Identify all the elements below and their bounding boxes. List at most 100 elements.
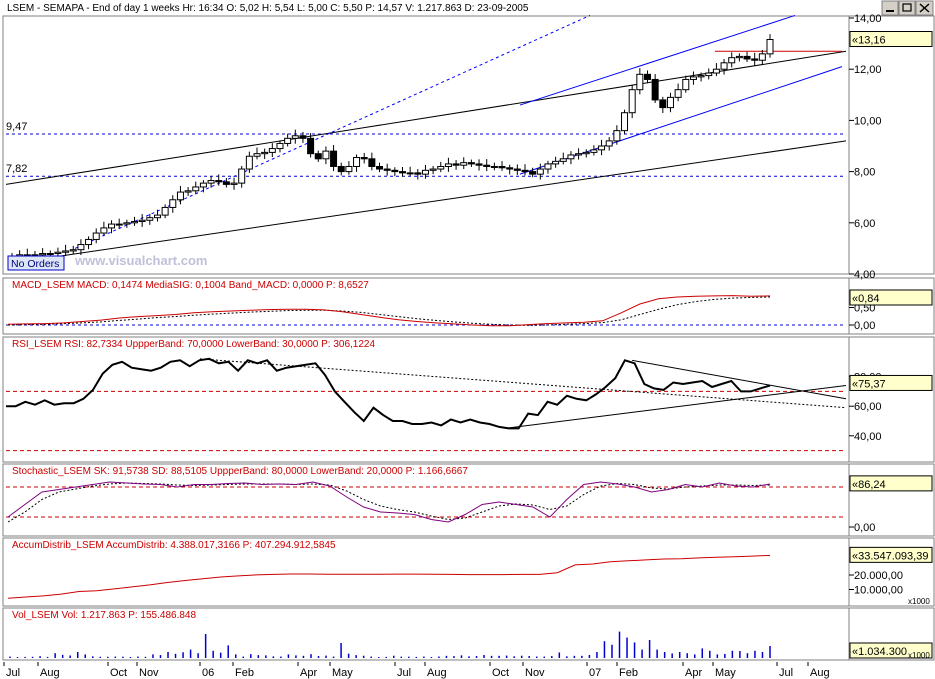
candle-body [161, 206, 169, 216]
candle-body [621, 112, 629, 132]
candle-body [77, 244, 85, 251]
candle-body [376, 165, 384, 170]
stochastic-last-value-box [849, 475, 933, 492]
candlestick-series [8, 34, 774, 262]
x-tick-label: Apr [300, 667, 317, 679]
price-level-lines: 9,47 7,82 [6, 121, 846, 177]
candle-body [529, 171, 537, 175]
maximize-button[interactable] [898, 0, 916, 16]
candle-body [598, 145, 606, 151]
window-controls [881, 0, 934, 16]
candle-body [391, 169, 399, 173]
candle-body [268, 148, 276, 153]
price-tick-label: 4,00 [854, 269, 875, 281]
candle-body [712, 68, 720, 74]
candle-body [276, 142, 284, 150]
macd-frame [2, 277, 935, 335]
price-frame [2, 15, 935, 275]
stochastic-header: Stochastic_LSEM SK: 91,5738 SD: 88,5105 … [12, 466, 468, 477]
candle-body [751, 58, 759, 61]
volume-last-value: «1.034.300 [852, 646, 907, 658]
accum-distrib-panel: AccumDistrib_LSEM AccumDistrib: 4.388.01… [7, 540, 933, 606]
rsi-panel: RSI_LSEM RSI: 82,7334 UppperBand: 70,000… [6, 339, 933, 452]
candle-body [758, 53, 766, 61]
price-y-axis: 14,00 12,00 10,00 8,00 6,00 4,00 «13,16 [849, 13, 933, 281]
macd-last-value: «0,84 [852, 293, 880, 305]
candle-body [131, 221, 139, 224]
panel-frames [2, 15, 935, 661]
candle-body [689, 76, 697, 80]
stochastic-last-value: «86,24 [852, 479, 886, 491]
trendline-lower [59, 140, 847, 257]
candle-body [307, 137, 315, 155]
volume-unit-label: x1000 [908, 651, 930, 660]
candle-body [444, 163, 452, 167]
candle-body [636, 73, 644, 91]
accum-line [7, 554, 771, 599]
x-tick-label: Apr [685, 667, 702, 679]
candle-body [498, 165, 506, 169]
macd-line [7, 295, 771, 327]
price-tick-label: 8,00 [854, 167, 875, 179]
price-last-value-box [849, 31, 933, 48]
accum-unit-label: x1000 [908, 597, 930, 606]
accum-tick-label: 10.000,00 [854, 585, 903, 597]
close-button[interactable] [915, 0, 934, 16]
candle-body [284, 137, 292, 144]
volume-panel: Vol_LSEM Vol: 1.217.863 P: 155.486.848 «1… [9, 610, 933, 660]
price-panel: LSEM - SEMAPA - End of day 1 weeks Hr: 1… [5, 3, 933, 281]
x-tick-label: Oct [492, 667, 509, 679]
candle-body [437, 165, 445, 170]
stochastic-sk-line [7, 481, 771, 523]
candle-body [368, 158, 376, 167]
candle-body [506, 167, 514, 170]
candle-body [383, 168, 391, 171]
accum-frame [2, 537, 935, 607]
price-tick-label: 14,00 [854, 13, 882, 25]
rsi-line [6, 357, 771, 430]
candle-body [39, 253, 47, 256]
candle-body [513, 168, 521, 171]
x-tick-label: May [332, 667, 353, 679]
candle-body [69, 249, 77, 252]
watermark-text: www.visualchart.com [74, 253, 207, 268]
x-tick-label: Feb [235, 667, 254, 679]
x-tick-label: Aug [40, 667, 60, 679]
no-orders-label[interactable]: No Orders [7, 255, 65, 271]
candle-body [398, 171, 406, 174]
candle-body [261, 151, 269, 155]
level-label: 7,82 [6, 163, 27, 175]
time-x-axis: Jul Aug Oct Nov 06 Feb Apr May Jul Aug Oct Nov 07 Feb… [3, 662, 830, 679]
candle-body [253, 153, 261, 157]
candle-body [414, 172, 422, 175]
candle-body [643, 73, 651, 80]
rsi-tick-label: 40,00 [854, 431, 882, 443]
candle-body [421, 169, 429, 175]
x-tick-label: Nov [525, 667, 545, 679]
candle-body [705, 72, 713, 77]
macd-header: MACD_LSEM MACD: 0,1474 MediaSIG: 0,1004 … [12, 280, 369, 291]
candle-body [605, 140, 613, 147]
candle-body [613, 130, 621, 142]
minimize-button[interactable] [881, 0, 899, 16]
candle-body [176, 191, 184, 201]
macd-last-value-box [849, 289, 933, 306]
candle-body [314, 153, 322, 160]
candle-body [108, 223, 116, 229]
candle-body [536, 168, 544, 175]
accum-last-value-box [849, 546, 933, 563]
x-tick-label: Jul [397, 667, 411, 679]
candle-body [123, 222, 131, 225]
candle-body [521, 169, 529, 173]
rsi-frame [2, 336, 935, 463]
rsi-last-value: «75,37 [852, 378, 886, 390]
candle-body [490, 165, 498, 168]
candle-body [138, 219, 146, 223]
candle-body [238, 168, 246, 184]
rsi-trend-up [504, 384, 847, 429]
accum-last-value: «33.547.093,39 [852, 550, 928, 562]
trendline-steep-dashed [74, 14, 591, 249]
rsi-last-value-box [849, 374, 933, 391]
candle-body [345, 165, 353, 173]
